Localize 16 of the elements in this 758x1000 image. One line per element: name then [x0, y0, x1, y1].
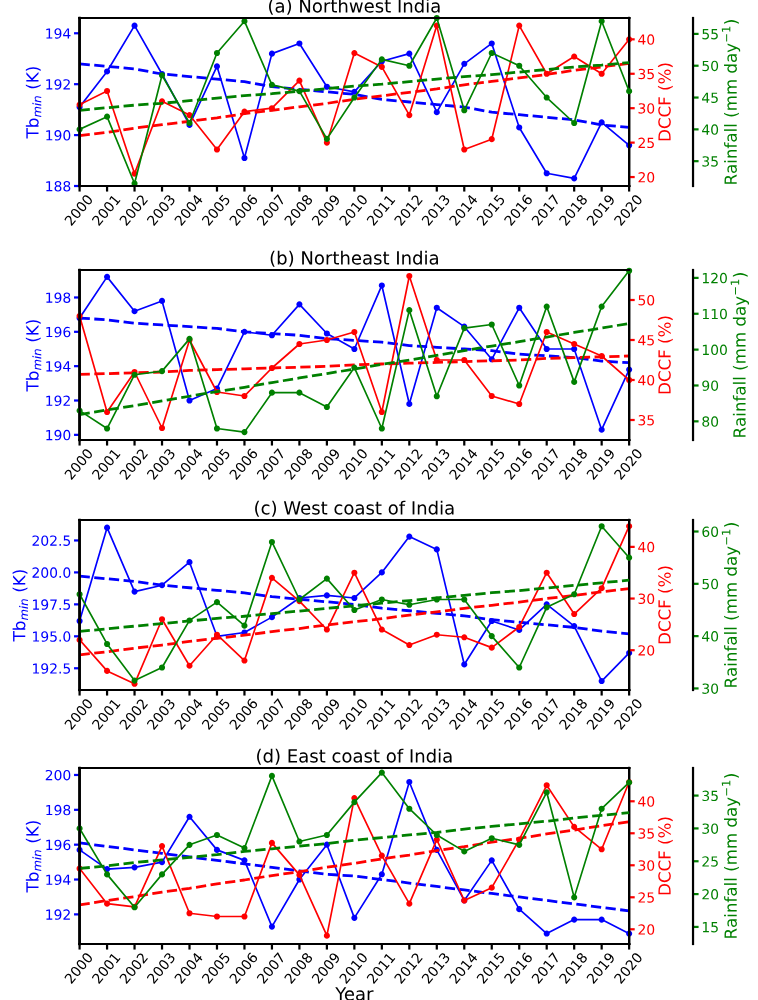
y2-axis-title: DCCF (%) — [657, 63, 673, 141]
y2-axis-title: DCCF (%) — [657, 316, 673, 394]
y3-axis-title: Rainfall (mm day$^{−1}$) — [721, 774, 741, 938]
chart-title: (b) Northeast India — [270, 250, 438, 267]
y-axis-title: Tb$_{min}$ (K) — [25, 67, 42, 139]
y2-axis-title: DCCF (%) — [657, 566, 673, 644]
y-axis-title: Tb$_{min}$ (K) — [25, 821, 42, 893]
y3-axis-title: Rainfall (mm day$^{−1}$) — [730, 273, 749, 437]
y3-axis-title: Rainfall (mm day$^{−1}$) — [721, 20, 741, 184]
y-axis-title: Tb$_{min}$ (K) — [25, 320, 42, 392]
y3-axis-title: Rainfall (mm day$^{−1}$) — [721, 523, 741, 687]
chart-title: (c) West coast of India — [255, 500, 454, 517]
y2-axis-title: DCCF (%) — [657, 817, 673, 895]
x-axis-title: Year — [335, 987, 374, 1000]
chart-title: (d) East coast of India — [257, 748, 452, 765]
y-axis-title: Tb$_{min}$ (K) — [12, 570, 28, 642]
